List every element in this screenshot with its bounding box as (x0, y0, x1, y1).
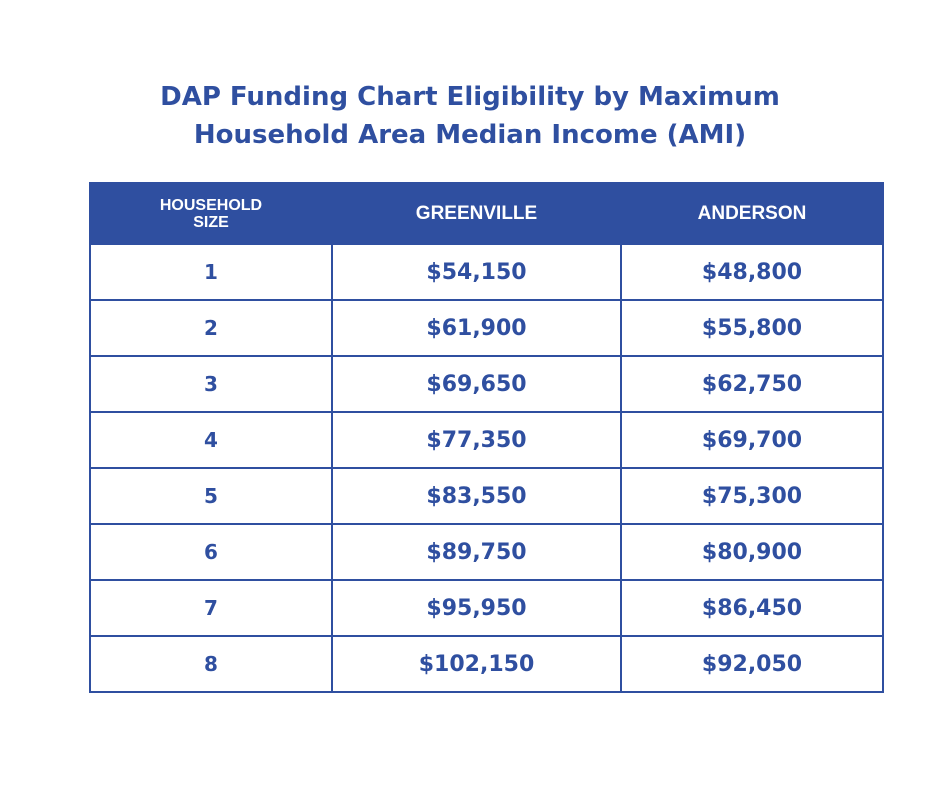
table-row: 5 $83,550 $75,300 (89, 467, 884, 525)
household-size-cell: 5 (89, 467, 333, 525)
household-size-cell: 1 (89, 243, 333, 301)
header-household-size-line-2: SIZE (193, 213, 229, 231)
greenville-income-cell: $102,150 (331, 635, 622, 693)
household-size-cell: 4 (89, 411, 333, 469)
household-size-cell: 8 (89, 635, 333, 693)
anderson-income-cell: $92,050 (620, 635, 884, 693)
header-household-size-line-1: HOUSEHOLD (159, 196, 263, 214)
anderson-income-cell: $75,300 (620, 467, 884, 525)
header-anderson: ANDERSON (620, 182, 884, 245)
table-row: 7 $95,950 $86,450 (89, 579, 884, 637)
greenville-income-cell: $54,150 (331, 243, 622, 301)
title-line-2: Household Area Median Income (AMI) (193, 120, 747, 150)
household-size-cell: 3 (89, 355, 333, 413)
header-greenville: GREENVILLE (331, 182, 622, 245)
table-row: 4 $77,350 $69,700 (89, 411, 884, 469)
ami-income-table: HOUSEHOLD SIZE GREENVILLE ANDERSON 1 $54… (89, 182, 884, 693)
anderson-income-cell: $62,750 (620, 355, 884, 413)
greenville-income-cell: $83,550 (331, 467, 622, 525)
household-size-cell: 2 (89, 299, 333, 357)
anderson-income-cell: $86,450 (620, 579, 884, 637)
header-household-size: HOUSEHOLD SIZE (89, 182, 333, 245)
anderson-income-cell: $80,900 (620, 523, 884, 581)
household-size-cell: 6 (89, 523, 333, 581)
table-row: 2 $61,900 $55,800 (89, 299, 884, 357)
greenville-income-cell: $61,900 (331, 299, 622, 357)
title-line-1: DAP Funding Chart Eligibility by Maximum (160, 82, 780, 112)
table-row: 1 $54,150 $48,800 (89, 243, 884, 301)
greenville-income-cell: $89,750 (331, 523, 622, 581)
table-row: 8 $102,150 $92,050 (89, 635, 884, 693)
greenville-income-cell: $95,950 (331, 579, 622, 637)
household-size-cell: 7 (89, 579, 333, 637)
page-title: DAP Funding Chart Eligibility by Maximum… (0, 78, 940, 154)
table-row: 6 $89,750 $80,900 (89, 523, 884, 581)
anderson-income-cell: $55,800 (620, 299, 884, 357)
table-row: 3 $69,650 $62,750 (89, 355, 884, 413)
anderson-income-cell: $69,700 (620, 411, 884, 469)
anderson-income-cell: $48,800 (620, 243, 884, 301)
table-header-row: HOUSEHOLD SIZE GREENVILLE ANDERSON (89, 182, 884, 245)
greenville-income-cell: $77,350 (331, 411, 622, 469)
greenville-income-cell: $69,650 (331, 355, 622, 413)
